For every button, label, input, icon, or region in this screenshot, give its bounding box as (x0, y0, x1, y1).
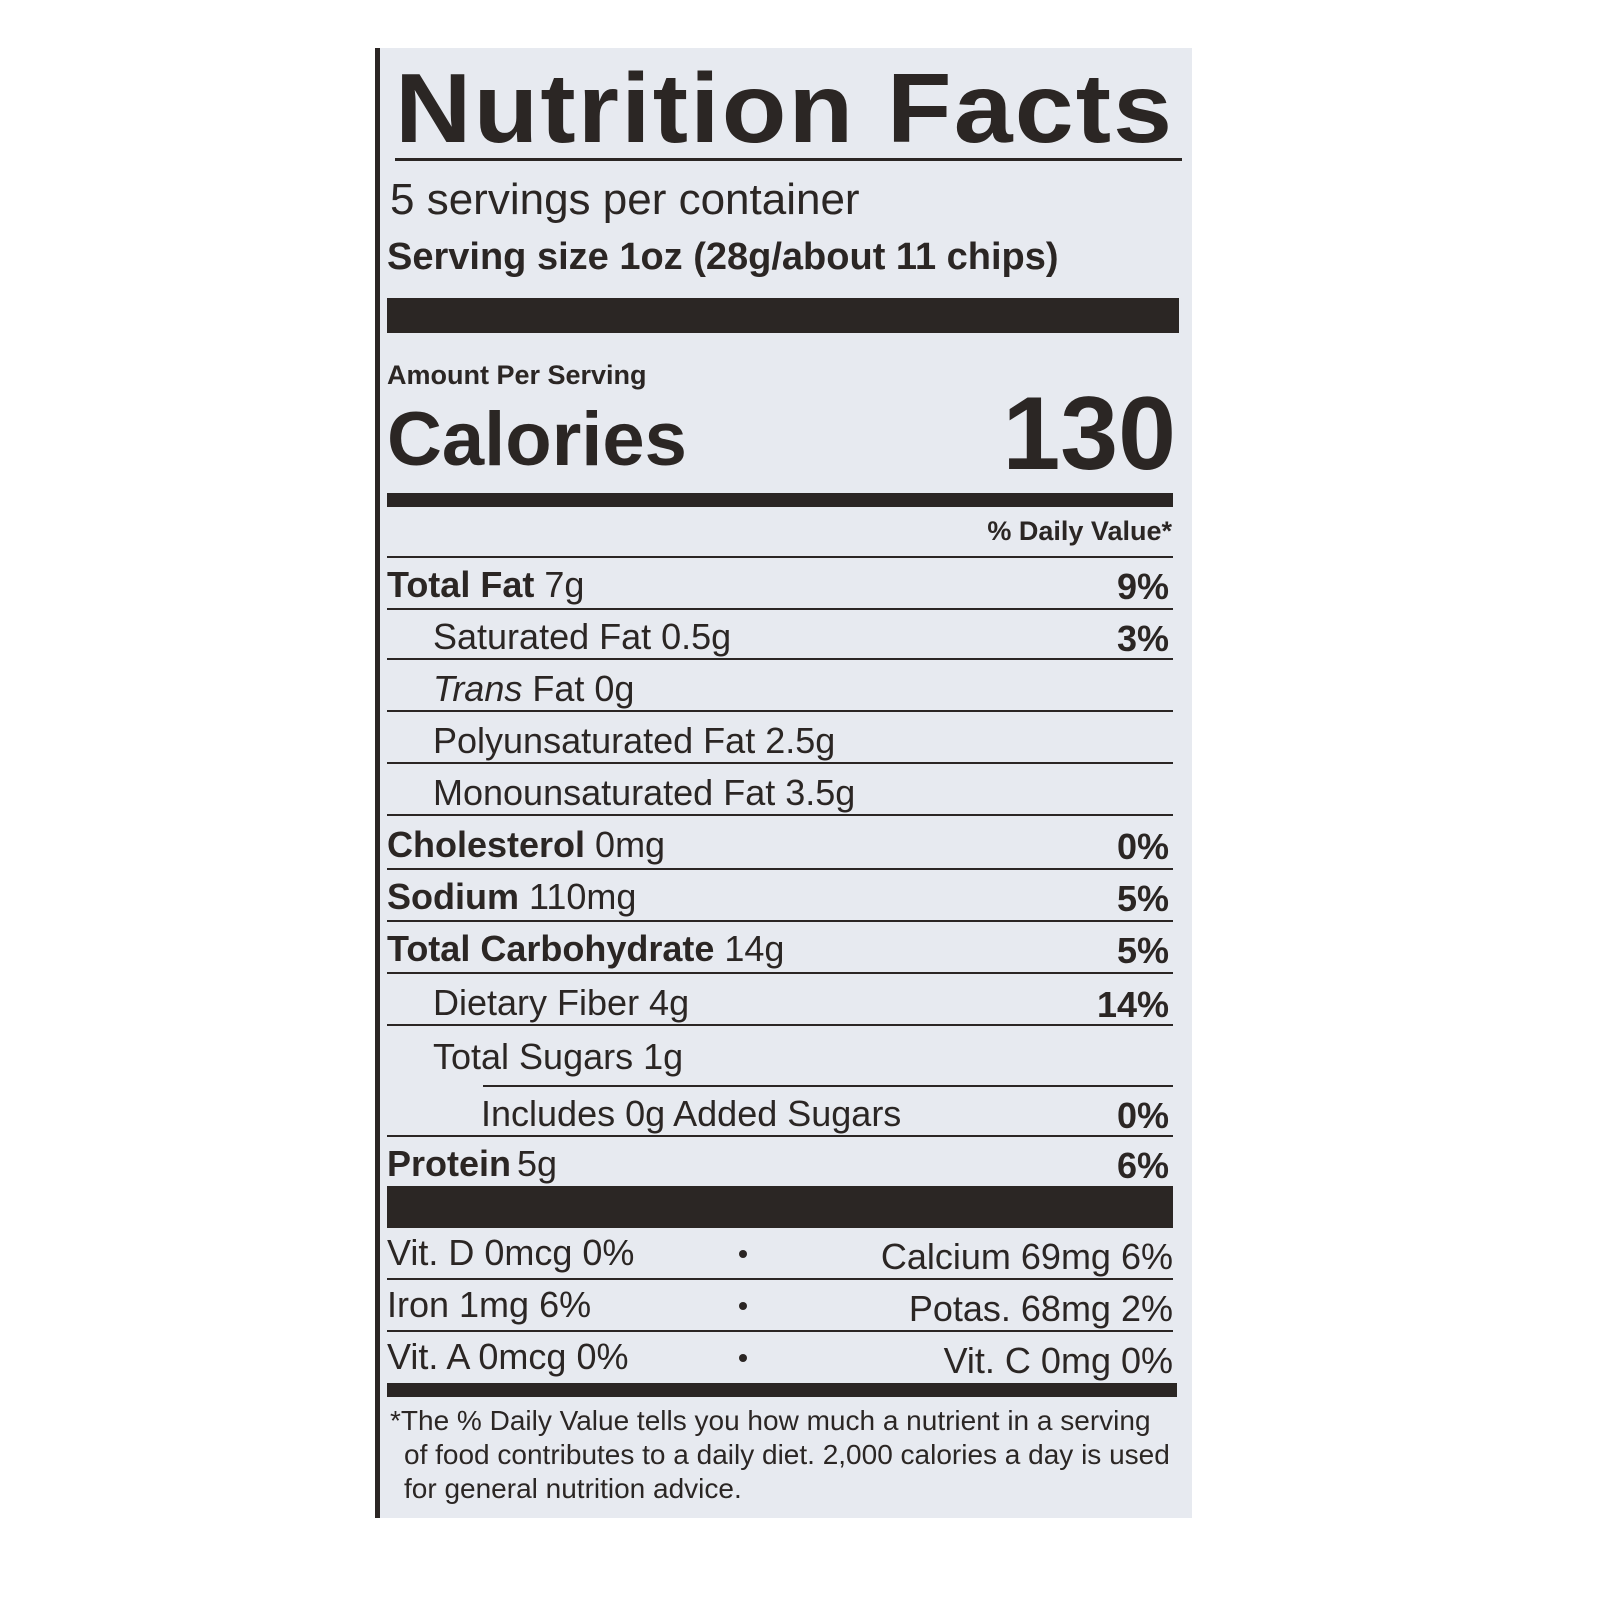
vitamin-right: Calcium 69mg 6% (880, 1236, 1173, 1277)
nutrient-label: Monounsaturated Fat 3.5g (433, 772, 856, 813)
nutrient-row: Protein 5g 6% (387, 1137, 1173, 1187)
nutrient-row: Sodium 110mg 5% (387, 870, 1173, 922)
nutrient-row: Total Fat 7g 9% (387, 558, 1173, 610)
vitamin-row: Iron 1mg 6% Potas. 68mg 2% (387, 1280, 1173, 1332)
separator-dot (739, 1250, 747, 1258)
rule (387, 556, 1173, 558)
nutrient-label: Includes 0g Added Sugars (481, 1093, 902, 1134)
calories-label: Calories (387, 397, 687, 482)
nutrient-name: Cholesterol (387, 824, 586, 865)
daily-value: 5% (1116, 930, 1169, 971)
vitamin-right: Vit. C 0mg 0% (943, 1340, 1173, 1381)
vitamin-right: Potas. 68mg 2% (908, 1288, 1173, 1329)
nutrient-name: Sodium (387, 876, 519, 917)
daily-value: 0% (1116, 1095, 1169, 1136)
daily-value: 3% (1116, 618, 1169, 659)
title: Nutrition Facts (395, 53, 1175, 163)
nutrient-label: Fat 0g (532, 668, 635, 709)
serving-size-label: Serving size (387, 236, 609, 278)
nutrient-label: Total Sugars 1g (433, 1036, 684, 1077)
nutrient-amount: 5g (517, 1143, 558, 1184)
serving-size: Serving size 1oz (28g/about 11 chips) (387, 236, 1059, 279)
footnote: *The % Daily Value tells you how much a … (390, 1405, 1170, 1504)
nutrient-amount: 110mg (529, 876, 637, 917)
servings-per-container: 5 servings per container (390, 175, 860, 224)
nutrient-label: Dietary Fiber 4g (433, 982, 690, 1023)
calories-value: 130 (1002, 376, 1176, 492)
medium-bar (387, 493, 1173, 507)
separator-dot (739, 1302, 747, 1310)
nutrient-row: Polyunsaturated Fat 2.5g (387, 714, 1173, 764)
vitamin-left: Vit. D 0mcg 0% (387, 1232, 635, 1273)
nutrient-row: Dietary Fiber 4g 14% (387, 976, 1173, 1026)
daily-value: 5% (1116, 878, 1169, 919)
daily-value: 14% (1096, 984, 1169, 1025)
nutrient-row: Trans Fat 0g (387, 662, 1173, 712)
vitamin-row: Vit. D 0mcg 0% Calcium 69mg 6% (387, 1228, 1173, 1280)
medium-bar (387, 1383, 1177, 1397)
separator-dot (739, 1354, 747, 1362)
nutrient-italic: Trans (433, 668, 523, 709)
nutrient-amount: 7g (544, 564, 585, 605)
daily-value: 6% (1116, 1145, 1169, 1186)
rule (395, 158, 1182, 161)
nutrient-row: Cholesterol 0mg 0% (387, 818, 1173, 870)
vitamin-left: Iron 1mg 6% (387, 1284, 592, 1325)
thick-bar (387, 298, 1179, 333)
serving-size-value: 1oz (28g/about 11 chips) (619, 236, 1059, 278)
nutrient-name: Total Carbohydrate (387, 928, 715, 969)
amount-per-serving: Amount Per Serving (387, 360, 647, 390)
nutrient-amount: 0mg (595, 824, 666, 865)
thick-bar (387, 1186, 1173, 1228)
nutrient-row: Total Sugars 1g (387, 1030, 1173, 1080)
nutrient-row: Saturated Fat 0.5g 3% (387, 610, 1173, 660)
nutrient-name: Total Fat (387, 564, 535, 605)
nutrient-row: Includes 0g Added Sugars 0% (387, 1087, 1173, 1137)
vitamin-left: Vit. A 0mcg 0% (387, 1336, 629, 1377)
daily-value: 9% (1116, 566, 1169, 607)
nutrient-label: Polyunsaturated Fat 2.5g (433, 720, 836, 761)
vitamin-row: Vit. A 0mcg 0% Vit. C 0mg 0% (387, 1332, 1173, 1382)
nutrient-name: Protein (387, 1143, 512, 1184)
daily-value-header: % Daily Value* (987, 516, 1172, 546)
label-panel (375, 48, 1192, 1518)
daily-value: 0% (1116, 826, 1169, 867)
nutrient-row: Monounsaturated Fat 3.5g (387, 766, 1173, 816)
nutrient-label: Saturated Fat 0.5g (433, 616, 732, 657)
nutrient-row: Total Carbohydrate 14g 5% (387, 922, 1173, 974)
rule (483, 1085, 1173, 1087)
nutrient-amount: 14g (724, 928, 785, 969)
